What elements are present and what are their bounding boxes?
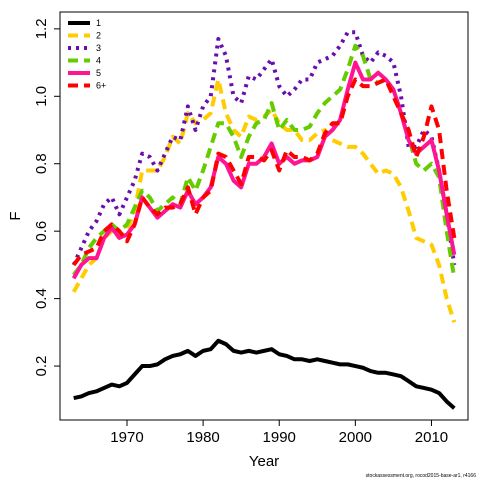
legend-label: 1 bbox=[96, 18, 101, 28]
y-tick-label: 0.6 bbox=[33, 221, 50, 242]
x-tick-label: 1980 bbox=[186, 429, 219, 446]
plot-frame bbox=[59, 11, 469, 421]
series-line bbox=[71, 30, 457, 266]
legend-label: 4 bbox=[96, 56, 101, 66]
x-tick-label: 1990 bbox=[263, 429, 296, 446]
y-tick-label: 0.8 bbox=[33, 153, 50, 174]
y-tick-label: 1.0 bbox=[33, 86, 50, 107]
series-line bbox=[72, 77, 457, 267]
y-tick-label: 1.2 bbox=[33, 18, 50, 39]
legend-label: 5 bbox=[96, 68, 101, 78]
x-tick-label: 2000 bbox=[339, 429, 372, 446]
x-tick-label: 1970 bbox=[110, 429, 143, 446]
series-line bbox=[73, 338, 456, 410]
legend-label: 3 bbox=[96, 43, 101, 53]
x-axis-label: Year bbox=[249, 453, 279, 470]
legend-label: 2 bbox=[96, 31, 101, 41]
x-tick-label: 2010 bbox=[415, 429, 448, 446]
footnote: stockassessment.org, rocod2015-base-ar1,… bbox=[366, 473, 477, 479]
y-axis-label: F bbox=[7, 211, 24, 220]
y-tick-label: 0.2 bbox=[33, 356, 50, 377]
legend-label: 6+ bbox=[96, 81, 106, 91]
series-line bbox=[71, 60, 457, 280]
y-tick-label: 0.4 bbox=[33, 288, 50, 309]
